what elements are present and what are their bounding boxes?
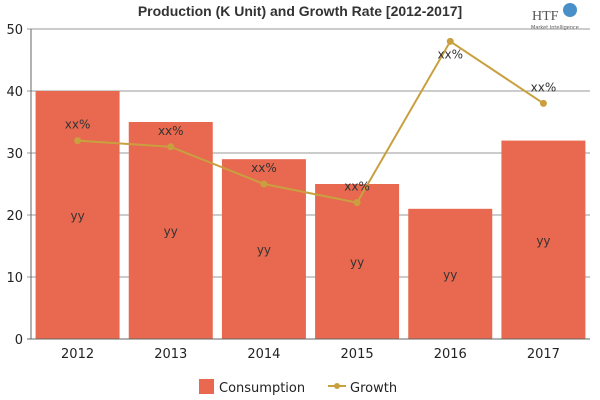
growth-point-2015 bbox=[353, 199, 361, 207]
legend-growth-label: Growth bbox=[350, 381, 397, 396]
growth-data-label: xx% bbox=[531, 80, 557, 94]
chart-title: Production (K Unit) and Growth Rate [201… bbox=[138, 3, 462, 19]
x-tick-label: 2014 bbox=[247, 347, 280, 362]
bar-data-label: yy bbox=[536, 234, 550, 248]
growth-data-label: xx% bbox=[437, 47, 463, 61]
legend-consumption-label: Consumption bbox=[219, 381, 305, 396]
bar-data-label: yy bbox=[443, 268, 457, 282]
bar-consumption-2017 bbox=[501, 140, 586, 339]
y-tick-label: 40 bbox=[6, 85, 23, 100]
logo-text: HTF bbox=[532, 9, 559, 24]
logo: HTF Market Intelligence bbox=[531, 3, 579, 31]
x-tick-label: 2013 bbox=[154, 347, 187, 362]
bar-consumption-2012 bbox=[35, 91, 120, 339]
logo-icon bbox=[563, 3, 577, 17]
bar-data-label: yy bbox=[350, 256, 364, 270]
x-tick-label: 2017 bbox=[527, 347, 560, 362]
x-tick-label: 2015 bbox=[341, 347, 374, 362]
logo-subtext: Market Intelligence bbox=[531, 25, 579, 31]
legend: Consumption Growth bbox=[199, 379, 397, 396]
y-tick-label: 20 bbox=[6, 209, 23, 224]
growth-line bbox=[77, 39, 544, 204]
legend-growth-marker bbox=[334, 383, 340, 389]
y-tick-label: 50 bbox=[6, 23, 23, 38]
growth-data-label: xx% bbox=[344, 180, 370, 194]
bar-consumption-2015 bbox=[315, 184, 400, 339]
y-tick-label: 0 bbox=[15, 333, 23, 348]
growth-point-2014 bbox=[260, 180, 268, 188]
growth-point-2012 bbox=[74, 137, 82, 145]
growth-point-2017 bbox=[539, 99, 547, 107]
legend-consumption-swatch bbox=[199, 379, 214, 394]
growth-data-label: xx% bbox=[65, 118, 91, 132]
bar-data-label: yy bbox=[164, 225, 178, 239]
growth-data-label: xx% bbox=[158, 124, 184, 138]
bar-data-label: yy bbox=[257, 243, 271, 257]
y-tick-label: 30 bbox=[6, 147, 23, 162]
x-tick-label: 2016 bbox=[434, 347, 467, 362]
growth-point-2013 bbox=[167, 143, 175, 151]
bar-consumption-2016 bbox=[408, 208, 493, 339]
y-tick-label: 10 bbox=[6, 271, 23, 286]
x-tick-label: 2012 bbox=[61, 347, 94, 362]
growth-point-2016 bbox=[446, 37, 454, 45]
bar-data-label: yy bbox=[70, 209, 84, 223]
growth-data-label: xx% bbox=[251, 161, 277, 175]
